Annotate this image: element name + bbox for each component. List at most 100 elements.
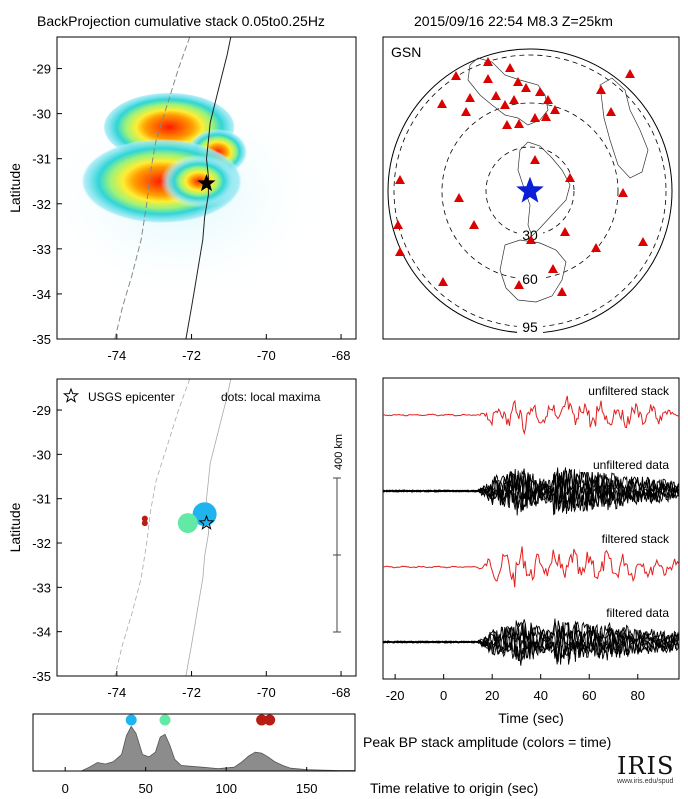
legend-star-label: USGS epicenter (88, 390, 175, 404)
station-marker (461, 107, 471, 116)
page-title: BackProjection cumulative stack 0.05to0.… (37, 13, 325, 29)
peak-time-marker (264, 714, 276, 726)
peak-time-marker (125, 714, 137, 726)
waveform-xtick-label: 60 (582, 688, 596, 703)
heatmap-ytick-label: -34 (32, 287, 51, 302)
continent-outline (599, 77, 649, 179)
legend-star-icon (62, 387, 80, 403)
trace-label-1: unfiltered data (593, 458, 669, 472)
maxima-xtick-label: -70 (257, 685, 276, 700)
local-maximum-dot (177, 513, 198, 534)
maxima-xtick-label: -72 (182, 685, 201, 700)
waveform-xtick-label: 20 (485, 688, 499, 703)
iris-logo-url: www.iris.edu/spud (617, 778, 674, 785)
iris-logo: IRIS www.iris.edu/spud (617, 752, 681, 794)
trace-label-bg (580, 605, 676, 620)
waveform-xlabel: Time (sec) (498, 710, 564, 726)
station-marker (543, 95, 553, 104)
station-marker (526, 235, 536, 244)
station-marker (638, 237, 648, 246)
station-marker (514, 119, 524, 128)
station-marker (591, 243, 601, 252)
epicenter-star (197, 174, 216, 192)
local-maximum-dot (141, 520, 148, 527)
maxima-ytick-label: -32 (32, 536, 51, 551)
iris-logo-name: IRIS (617, 752, 675, 780)
trace-label-bg (580, 383, 676, 398)
trace-label-bg (580, 531, 676, 546)
station-marker (438, 277, 448, 286)
heatmap-xtick-label: -70 (257, 348, 276, 363)
heatmap-ytick-label: -35 (32, 332, 51, 347)
maxima-ytick-label: -35 (32, 669, 51, 684)
maxima-xtick-label: -68 (332, 685, 351, 700)
peak-plot-area (33, 714, 355, 771)
ring-label-bg (517, 225, 543, 242)
peak-xtick-label: 100 (215, 781, 237, 796)
station-marker (491, 91, 501, 100)
trace-label-0: unfiltered stack (588, 384, 670, 398)
station-marker (509, 95, 519, 104)
station-marker (483, 74, 493, 83)
maxima-ytick-label: -29 (32, 403, 51, 418)
station-marker (513, 77, 523, 86)
trench-line (114, 36, 191, 340)
heatmap-ytick-label: -32 (32, 197, 51, 212)
station-marker (606, 107, 616, 116)
heatmap-ytick-label: -30 (32, 107, 51, 122)
coastline (185, 36, 232, 340)
peak-xtick-label: 50 (138, 781, 152, 796)
station-marker (548, 264, 558, 273)
continent-outline (467, 57, 549, 126)
station-marker (596, 85, 606, 94)
maxima-ytick-label: -33 (32, 580, 51, 595)
maxima-ylabel: Latitude (7, 502, 23, 552)
station-marker (530, 113, 540, 122)
trench-line (114, 378, 191, 677)
station-marker (454, 193, 464, 202)
waveform-xtick-label: 40 (533, 688, 547, 703)
distance-ring-label: 60 (522, 271, 538, 287)
trace-label-2: filtered stack (602, 532, 670, 546)
station-marker (530, 155, 540, 164)
peak-time-marker (159, 714, 171, 726)
peak-frame (32, 713, 356, 772)
station-marker (483, 57, 493, 66)
station-marker (465, 93, 475, 102)
maxima-ytick-label: -31 (32, 492, 51, 507)
station-marker (541, 112, 551, 121)
maxima-ytick-label: -30 (32, 447, 51, 462)
trace-unfiltered-data (382, 468, 680, 516)
distance-ring-label: 30 (522, 227, 538, 243)
continent-outline (499, 239, 567, 303)
station-marker (557, 287, 567, 296)
station-marker (550, 105, 560, 114)
station-marker (437, 99, 447, 108)
distance-ring (485, 146, 575, 236)
distance-ring (393, 54, 667, 328)
maxima-ytick-label: -34 (32, 625, 51, 640)
station-marker (521, 83, 531, 92)
station-marker (469, 220, 479, 229)
station-marker (514, 280, 524, 289)
maxima-plot-area (57, 379, 356, 676)
trace-unfiltered-stack (382, 395, 680, 436)
station-marker (535, 87, 545, 96)
station-marker (618, 188, 628, 197)
heatmap-ytick-label: -31 (32, 152, 51, 167)
heatmap-frame (56, 36, 357, 340)
peak-xlabel: Time relative to origin (sec) (370, 780, 538, 796)
station-marker (505, 63, 515, 72)
trace-label-bg (580, 457, 676, 472)
maxima-frame (56, 378, 357, 677)
ring-label-bg (517, 269, 543, 286)
peak-title: Peak BP stack amplitude (colors = time) (363, 734, 611, 750)
heatmap-xtick-label: -74 (107, 348, 126, 363)
waveform-xtick-label: 80 (631, 688, 645, 703)
maxima-xtick-label: -74 (107, 685, 126, 700)
heatmap-ylabel: Latitude (7, 163, 23, 213)
trace-filtered-data (382, 620, 680, 662)
event-info: 2015/09/16 22:54 M8.3 Z=25km (414, 13, 613, 29)
peak-xtick-label: 0 (62, 781, 69, 796)
